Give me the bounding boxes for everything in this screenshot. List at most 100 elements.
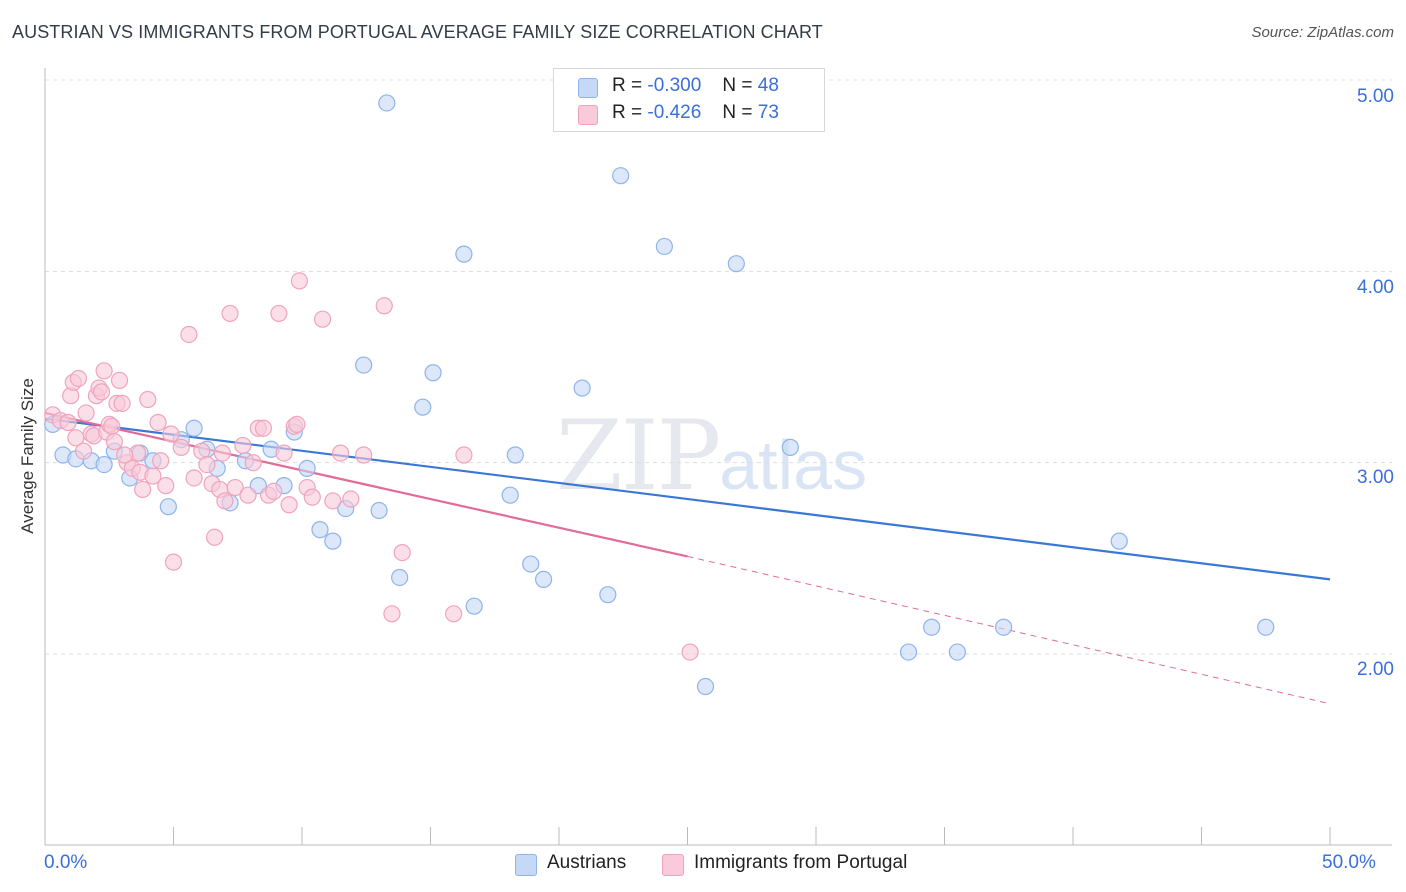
watermark-atlas: atlas [719, 426, 868, 504]
austrians-point [995, 618, 1013, 636]
austrians-point [414, 398, 432, 416]
portugal-point [144, 467, 162, 485]
portugal-point [103, 417, 121, 435]
portugal-point [164, 553, 183, 571]
bottom-legend-swatch-portugal [662, 854, 684, 876]
austrians-point [506, 446, 524, 464]
legend-r-label: R = [612, 75, 643, 96]
austrians-point [378, 94, 396, 112]
portugal-point [152, 452, 170, 470]
portugal-point [355, 446, 373, 464]
portugal-point [213, 444, 231, 462]
portugal-point [303, 488, 321, 506]
austrians-point [655, 237, 673, 256]
bottom-legend-label-austrians: Austrians [547, 852, 627, 873]
portugal-point [105, 433, 123, 451]
portugal-point [110, 371, 129, 389]
austrians-point [370, 501, 388, 520]
grid [45, 79, 1392, 655]
portugal-point [455, 446, 473, 464]
portugal-point [244, 454, 262, 472]
austrians-trend-line [44, 417, 1331, 581]
portugal-point [69, 369, 88, 388]
austrians-point [355, 356, 373, 374]
y-axis-label: Average Family Size [18, 378, 37, 534]
portugal-point [216, 492, 234, 510]
legend-r-label: R = [612, 102, 643, 123]
austrians-point [727, 255, 745, 273]
portugal-point [180, 325, 198, 344]
austrians-point [522, 555, 540, 573]
portugal-point [95, 362, 113, 380]
y-tick-label: 5.00 [1357, 86, 1394, 107]
portugal-point [162, 425, 180, 443]
austrians-point [159, 498, 177, 516]
legend-n-value: 73 [757, 102, 779, 123]
portugal-point [185, 469, 203, 487]
portugal-point [134, 480, 152, 499]
austrians-point [185, 419, 203, 437]
y-tick-label: 2.00 [1357, 659, 1394, 680]
austrians-point [501, 486, 519, 504]
portugal-point [445, 605, 463, 623]
portugal-point [313, 310, 332, 328]
austrians-point [612, 167, 630, 185]
portugal-point [92, 383, 111, 401]
portugal-point [331, 444, 350, 462]
legend-swatch-austrians [578, 78, 598, 98]
austrians-point [95, 455, 113, 474]
portugal-point [239, 486, 257, 504]
austrians-point [573, 379, 591, 397]
y-tick-label: 3.00 [1357, 467, 1394, 488]
austrians-point [1110, 532, 1128, 550]
trend-lines [44, 411, 1331, 705]
portugal-point [172, 438, 190, 456]
austrians-point [948, 643, 966, 661]
austrians-point [696, 677, 715, 696]
portugal-point [290, 272, 309, 290]
portugal-point [59, 413, 77, 432]
austrians-point [923, 618, 941, 636]
austrians-point [781, 438, 799, 456]
legend-n-label: N = [722, 75, 753, 96]
bottom-legend-label-portugal: Immigrants from Portugal [694, 852, 908, 873]
axes [44, 68, 1392, 846]
austrians-point [534, 570, 553, 588]
austrians-point [455, 245, 473, 263]
x-tick-label-max: 50.0% [1322, 852, 1376, 873]
portugal-point [113, 394, 131, 412]
austrians-point [899, 643, 918, 661]
portugal-point [288, 415, 306, 433]
portugal-point [681, 643, 699, 661]
portugal-point [116, 446, 134, 464]
portugal-point [393, 543, 411, 562]
portugal-point [324, 492, 342, 510]
austrians-point [1257, 618, 1275, 636]
legend-r-value: -0.426 [647, 102, 702, 123]
legend-swatch-portugal [578, 105, 598, 125]
portugal-point [265, 482, 283, 500]
bottom-legend-swatch-austrians [515, 854, 537, 876]
portugal-point [149, 413, 167, 432]
portugal-point [275, 444, 293, 462]
stats-legend: R = -0.300 N = 48 R = -0.426 N = 73 [553, 68, 825, 132]
portugal-trend-line [44, 411, 688, 558]
legend-r-value: -0.300 [647, 75, 702, 96]
austrians-point [465, 597, 483, 615]
portugal-point [139, 390, 157, 409]
austrians-point [391, 568, 409, 587]
portugal-point [383, 605, 401, 623]
portugal-point [280, 496, 298, 514]
y-tick-label: 4.00 [1357, 277, 1394, 298]
x-tick-label-min: 0.0% [44, 852, 88, 873]
portugal-point [157, 477, 175, 495]
legend-n-value: 48 [757, 75, 779, 96]
portugal-point [270, 304, 288, 323]
austrians-point [424, 364, 442, 382]
portugal-point [234, 436, 252, 455]
austrians-point [599, 586, 617, 604]
portugal-point [226, 478, 244, 497]
portugal-point [74, 442, 93, 460]
austrians-point [298, 459, 316, 478]
